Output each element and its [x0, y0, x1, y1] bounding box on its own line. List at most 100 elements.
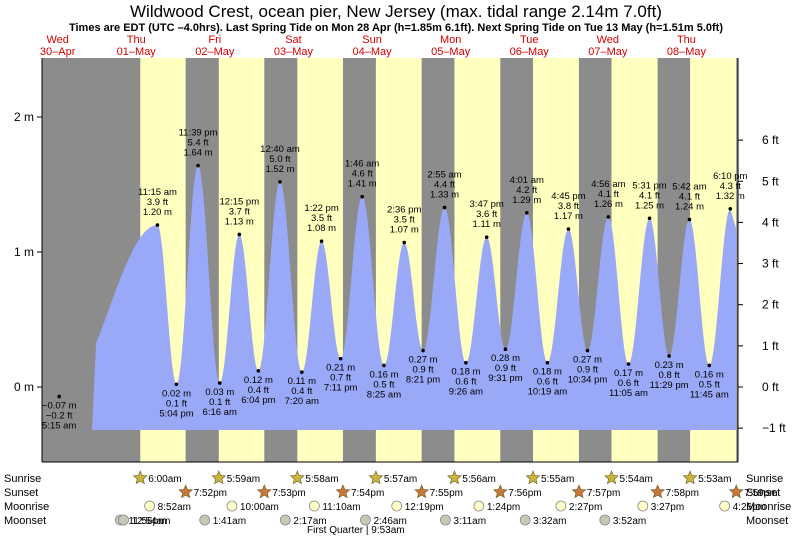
tide-point [442, 205, 447, 210]
tide-label: 0.9 ft [495, 363, 516, 374]
chart-subtitle: Times are EDT (UTC –4.0hrs). Last Spring… [69, 22, 723, 34]
tide-label: 0.17 m [614, 368, 643, 379]
tide-label: 0.18 m [451, 367, 480, 378]
tide-label: 0.28 m [491, 353, 520, 364]
tide-label: 4.2 ft [516, 185, 537, 196]
sunset-star-icon [492, 484, 508, 499]
tide-labels: −0.07 m−0.2 ft5:15 am 11:15 am3.9 ft1.20 … [42, 128, 748, 432]
tide-label: 3.5 ft [311, 213, 332, 224]
tide-label: 1.13 m [225, 216, 254, 227]
moonrise-time: 3:27pm [651, 502, 684, 513]
tide-point [524, 211, 529, 215]
moonrise-moon-icon [555, 500, 567, 512]
tide-label: −0.07 m [42, 400, 77, 411]
tide-point [484, 235, 489, 239]
right-tick-label: 6 ft [762, 133, 779, 147]
tide-point [687, 217, 692, 222]
tide-label: 1.33 m [430, 189, 459, 200]
moonrise-time: 1:24pm [487, 502, 520, 513]
tide-label: 1.07 m [390, 225, 419, 236]
tide-label: 5.4 ft [187, 138, 208, 149]
tide-point [464, 360, 468, 365]
moonrise-time: 10:00am [240, 502, 279, 513]
moonrise-row-label: Moonrise [4, 501, 49, 513]
tide-label: 0.23 m [655, 360, 684, 371]
tide-label: 4.1 ft [639, 190, 660, 201]
sunrise-row-label-right: Sunrise [746, 473, 783, 485]
tide-point [382, 363, 386, 368]
left-tick-label: 1 m [14, 245, 34, 259]
tide-label: −0.2 ft [46, 410, 73, 421]
tide-label: 4:45 pm [551, 191, 585, 202]
tide-label: 11:39 pm [179, 128, 218, 139]
tide-label: 1.24 m [675, 202, 704, 213]
moonset-moon-icon [279, 514, 291, 526]
moonset-time: 3:52am [613, 516, 646, 527]
left-tick-label: 0 m [14, 380, 34, 394]
moonset-time: 2:46am [373, 516, 406, 527]
tide-label: 0.7 ft [330, 373, 351, 384]
tide-label: 10:19 am [528, 387, 568, 398]
sunrise-star-icon [525, 470, 541, 485]
sun-moon-table: Sunrise Sunrise 6:00am 5:59am 5:58am 5:57am 5:… [4, 470, 791, 536]
tide-point [174, 382, 179, 387]
tide-point [728, 207, 733, 211]
tide-label: 0.5 ft [699, 379, 720, 390]
tide-label: 8:21 pm [406, 375, 440, 386]
moonrise-row-label-right: Moonrise [746, 501, 791, 513]
tide-label: 1:46 am [345, 159, 379, 170]
tide-label: 7:20 am [285, 396, 319, 407]
moonset-time: 3:32am [533, 516, 566, 527]
tide-point [256, 369, 261, 373]
tide-label: 0.1 ft [209, 397, 230, 408]
moonset-time: 1:41am [213, 516, 246, 527]
tide-label: 4.1 ft [679, 192, 700, 203]
tide-point [503, 347, 508, 352]
tide-label: 0.27 m [409, 355, 438, 366]
tide-point [196, 163, 200, 168]
right-tick-label: 1 ft [762, 339, 779, 353]
tide-point [626, 362, 631, 366]
axes: Wed30–AprThu01–MayFri02–MaySat03–MaySun0… [14, 34, 786, 463]
sunrise-time: 5:53am [698, 474, 731, 485]
sunrise-star-icon [132, 470, 148, 485]
tide-label: 1.17 m [554, 211, 583, 222]
tide-point [707, 363, 712, 368]
sunrise-star-icon [447, 470, 462, 485]
moonrise-time: 8:52am [158, 502, 191, 513]
tide-label: 0.6 ft [537, 377, 558, 388]
tide-label: 0.9 ft [412, 365, 433, 376]
sunrise-star-icon [368, 470, 384, 485]
tide-label: 0.6 ft [618, 378, 639, 389]
sunset-time: 7:54pm [351, 488, 384, 499]
sunrise-time: 5:54am [620, 474, 653, 485]
moonrise-time: 2:27pm [569, 502, 602, 513]
moonrise-time: 12:19pm [405, 502, 444, 513]
tide-label: 0.6 ft [455, 377, 476, 388]
day-date-label: 04–May [352, 46, 392, 58]
sunset-star-icon [256, 484, 272, 499]
tide-label: 2:55 am [427, 169, 461, 180]
day-date-label: 07–May [588, 46, 628, 58]
sunrise-time: 5:59am [227, 474, 260, 485]
moonrise-moon-icon [391, 500, 403, 512]
tide-label: 0.12 m [244, 375, 273, 386]
tide-label: 1.41 m [348, 179, 377, 190]
moonset-moon-icon [360, 514, 371, 526]
tide-label: 4.3 ft [720, 181, 741, 192]
sunset-time: 7:59pm [744, 488, 777, 499]
tide-label: 7:11 pm [324, 383, 358, 394]
tide-point [237, 232, 242, 237]
day-date-label: 08–May [667, 46, 707, 58]
tide-point [566, 227, 571, 231]
tide-label: 1.29 m [512, 195, 541, 206]
sunset-row-label-right: Sunset [746, 487, 780, 499]
right-tick-label: 2 ft [762, 298, 779, 312]
tide-area [92, 165, 737, 430]
tide-label: 8:25 am [367, 389, 401, 400]
tide-label: 6:16 am [203, 407, 237, 418]
tide-point [606, 215, 611, 219]
sunset-star-icon [650, 484, 665, 499]
tide-label: 6:04 pm [241, 395, 275, 406]
